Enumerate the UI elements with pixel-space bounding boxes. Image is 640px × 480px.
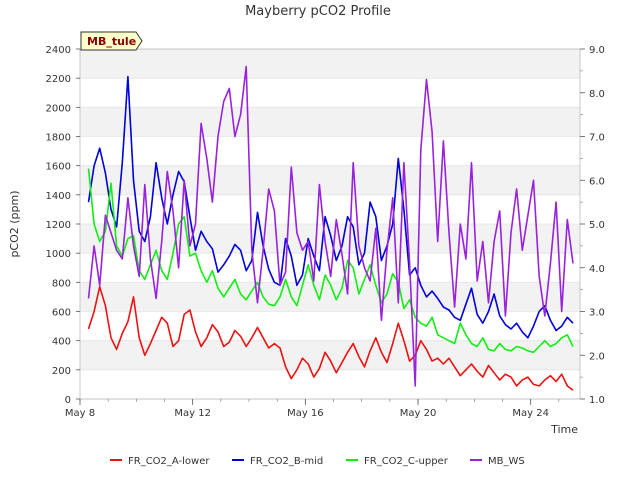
series-line-fr-co2-a-lower — [87, 285, 574, 391]
y-tick-label: 1600 — [46, 162, 71, 173]
y-axis-label: pCO2 (ppm) — [8, 190, 21, 257]
y2-tick-label: 3.0 — [589, 308, 605, 319]
legend-label-fr-co2-c-upper: FR_CO2_C-upper — [364, 456, 449, 467]
y-tick-label: 1800 — [46, 133, 71, 144]
y2-tick-label: 8.0 — [589, 89, 605, 100]
series-line-mb-ws — [87, 65, 574, 387]
y-tick-label: 1400 — [46, 191, 71, 202]
site-label-badge: MB_tule — [80, 31, 143, 51]
y2-tick-label: 4.0 — [589, 264, 605, 275]
chart-title: Mayberry pCO2 Profile — [245, 4, 391, 19]
y-axis-left: 0 200 400 600 800 1000 1200 1400 1600 1800 2000 220… — [46, 45, 80, 406]
y2-tick-label: 9.0 — [589, 45, 605, 56]
y-tick-label: 1000 — [46, 249, 71, 260]
x-tick-label: May 24 — [512, 408, 549, 419]
x-tick-label: May 20 — [400, 408, 437, 419]
y2-tick-label: 1.0 — [589, 395, 605, 406]
y-tick-label: 200 — [52, 366, 71, 377]
plot-background-bands — [80, 49, 580, 370]
y-tick-label: 800 — [52, 278, 71, 289]
x-axis: May 8 May 12 May 16 May 20 May 24 — [65, 399, 560, 419]
y2-tick-label: 2.0 — [589, 351, 605, 362]
y-tick-label: 400 — [52, 337, 71, 348]
y2-tick-label: 7.0 — [589, 133, 605, 144]
x-tick-label: May 8 — [65, 408, 95, 419]
series-line-fr-co2-c-upper — [87, 168, 574, 354]
y2-tick-label: 5.0 — [589, 220, 605, 231]
y-tick-label: 0 — [65, 395, 71, 406]
plot-band — [80, 107, 580, 137]
plot-band — [80, 340, 580, 370]
y-tick-label: 2000 — [46, 103, 71, 114]
series-lines — [87, 65, 574, 391]
legend-label-mb-ws: MB_WS — [488, 456, 525, 467]
plot-band — [80, 165, 580, 195]
x-tick-label: May 16 — [287, 408, 324, 419]
y-tick-label: 1200 — [46, 220, 71, 231]
legend: FR_CO2_A-lower FR_CO2_B-mid FR_CO2_C-upper… — [110, 456, 525, 467]
y-tick-label: 600 — [52, 308, 71, 319]
y-tick-label: 2400 — [46, 45, 71, 56]
y-tick-label: 2200 — [46, 74, 71, 85]
site-label-text: MB_tule — [87, 35, 136, 48]
legend-label-fr-co2-a-lower: FR_CO2_A-lower — [128, 456, 210, 467]
y2-tick-label: 6.0 — [589, 176, 605, 187]
x-tick-label: May 12 — [174, 408, 211, 419]
legend-label-fr-co2-b-mid: FR_CO2_B-mid — [250, 456, 323, 467]
y-axis-right: 1.0 2.0 3.0 4.0 5.0 6.0 7.0 8.0 9.0 — [580, 45, 605, 406]
plot-band — [80, 49, 580, 79]
plot-band — [80, 224, 580, 254]
series-line-fr-co2-b-mid — [87, 75, 574, 339]
x-axis-label: Time — [550, 423, 578, 436]
site-label-box — [80, 31, 143, 51]
